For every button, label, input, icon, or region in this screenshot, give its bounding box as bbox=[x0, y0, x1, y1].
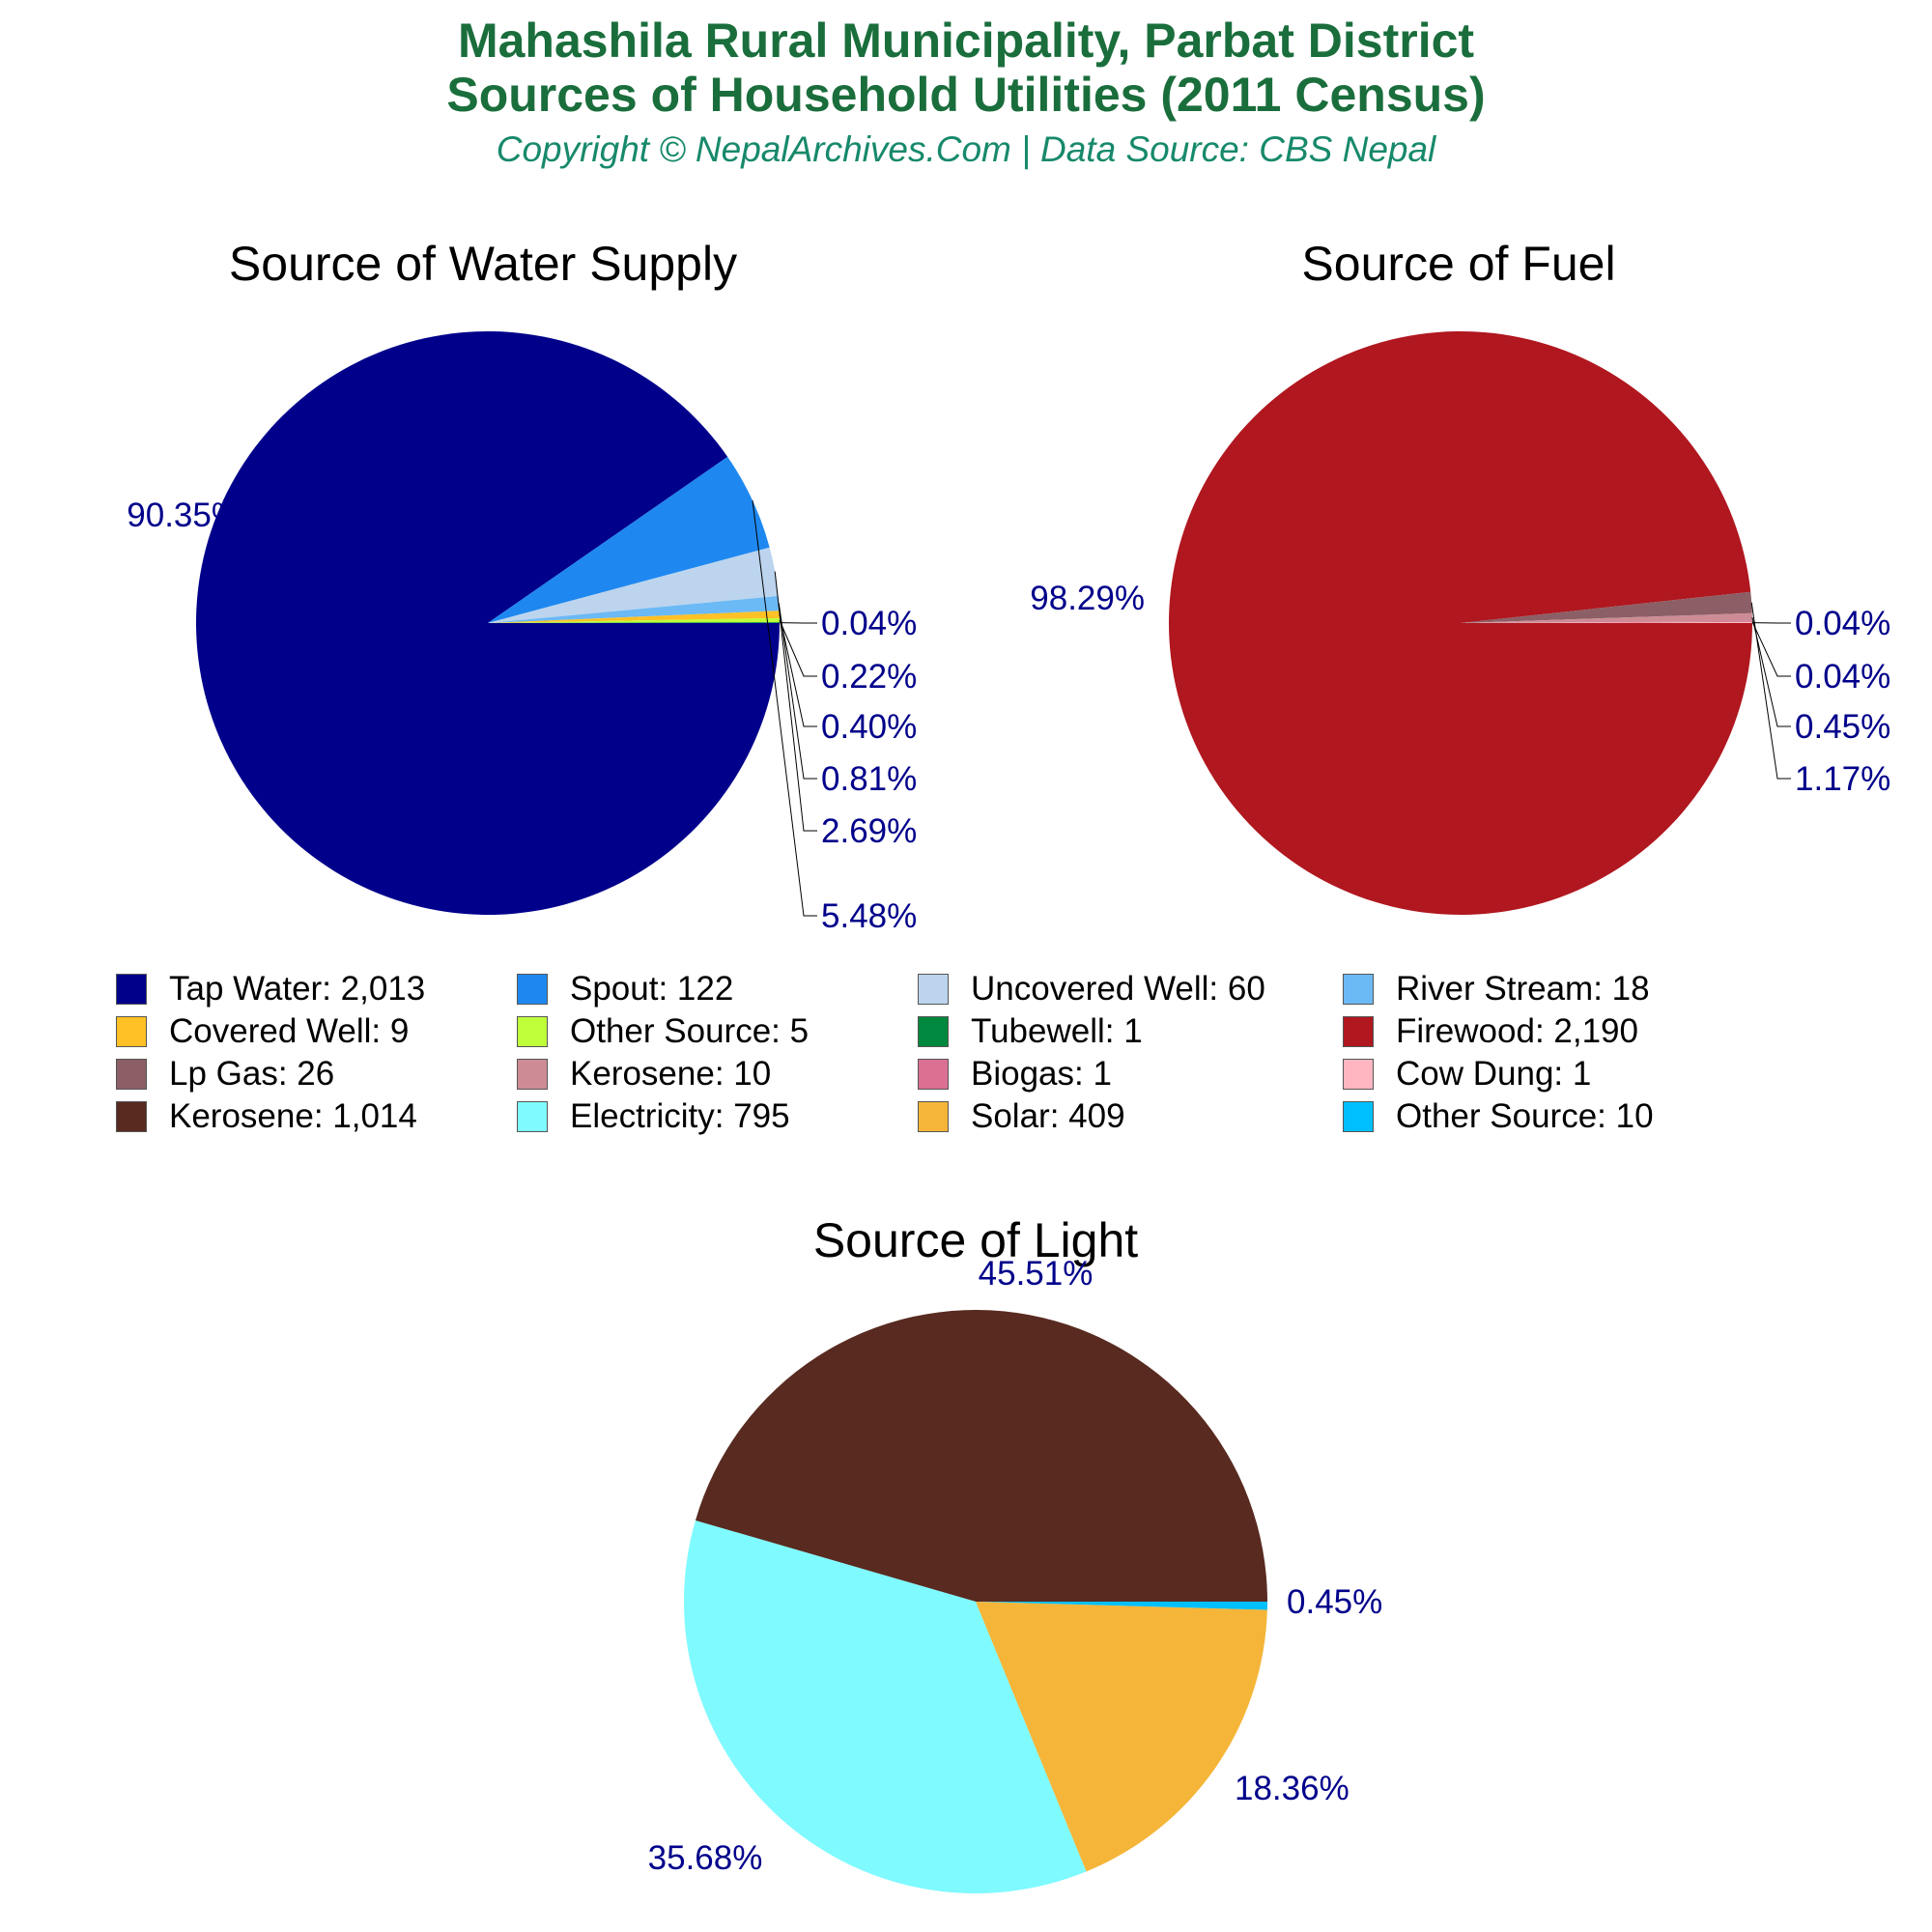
water-pct-label-5: 0.22% bbox=[821, 658, 917, 696]
legend-label: Uncovered Well: 60 bbox=[971, 970, 1265, 1008]
legend-label: Electricity: 795 bbox=[570, 1097, 790, 1135]
legend-swatch bbox=[517, 1101, 548, 1132]
legend-item: Cow Dung: 1 bbox=[1343, 1053, 1591, 1095]
legend-item: Tap Water: 2,013 bbox=[116, 968, 425, 1010]
legend-item: Kerosene: 1,014 bbox=[116, 1095, 417, 1138]
legend-item: Spout: 122 bbox=[517, 968, 733, 1010]
legend-swatch bbox=[116, 1059, 147, 1090]
legend-label: Tubewell: 1 bbox=[971, 1012, 1143, 1050]
legend-item: Uncovered Well: 60 bbox=[918, 968, 1265, 1010]
legend-label: Cow Dung: 1 bbox=[1396, 1055, 1592, 1093]
water-pct-label-4: 0.40% bbox=[821, 708, 917, 746]
legend-swatch bbox=[918, 1016, 949, 1047]
legend-swatch bbox=[1343, 974, 1374, 1005]
legend-item: Other Source: 10 bbox=[1343, 1095, 1654, 1138]
light-pct-label-2: 18.36% bbox=[1235, 1770, 1350, 1807]
legend-swatch bbox=[116, 974, 147, 1005]
legend-item: Kerosene: 10 bbox=[517, 1053, 771, 1095]
fuel-pct-label-2: 0.45% bbox=[1795, 708, 1890, 746]
title-line-1: Mahashila Rural Municipality, Parbat Dis… bbox=[457, 14, 1475, 68]
legend-item: Tubewell: 1 bbox=[918, 1010, 1143, 1053]
main-title: Mahashila Rural Municipality, Parbat Dis… bbox=[0, 14, 1932, 122]
legend-item: Electricity: 795 bbox=[517, 1095, 790, 1138]
legend-item: Biogas: 1 bbox=[918, 1053, 1112, 1095]
legend-swatch bbox=[517, 974, 548, 1005]
legend-label: Other Source: 10 bbox=[1396, 1097, 1654, 1135]
water-pct-label-0: 90.35% bbox=[127, 497, 242, 534]
water-slice-6 bbox=[488, 622, 781, 623]
legend-label: Kerosene: 10 bbox=[570, 1055, 772, 1093]
legend-swatch bbox=[918, 974, 949, 1005]
water-leader-line-2 bbox=[774, 571, 817, 832]
light-slice-3 bbox=[976, 1602, 1267, 1610]
fuel-slice-4 bbox=[1461, 622, 1753, 623]
legend-label: Other Source: 5 bbox=[570, 1012, 810, 1050]
legend-item: Firewood: 2,190 bbox=[1343, 1010, 1638, 1053]
legend-swatch bbox=[1343, 1101, 1374, 1132]
subtitle: Copyright © NepalArchives.Com | Data Sou… bbox=[496, 129, 1436, 169]
fuel-slice-1 bbox=[1461, 591, 1752, 623]
legend-label: Tap Water: 2,013 bbox=[169, 970, 426, 1008]
water-leader-line-4 bbox=[779, 613, 817, 727]
legend-label: Firewood: 2,190 bbox=[1396, 1012, 1638, 1050]
water-pct-label-3: 0.81% bbox=[821, 760, 917, 798]
legend-item: Other Source: 5 bbox=[517, 1010, 809, 1053]
fuel-leader-line-2 bbox=[1751, 616, 1791, 727]
legend-swatch bbox=[1343, 1059, 1374, 1090]
legend-swatch bbox=[116, 1101, 147, 1132]
title-line-2: Sources of Household Utilities (2011 Cen… bbox=[446, 68, 1486, 122]
legend-label: Solar: 409 bbox=[971, 1097, 1125, 1135]
fuel-pct-label-4: 0.04% bbox=[1795, 605, 1890, 642]
fuel-slice-2 bbox=[1461, 612, 1752, 623]
legend-swatch bbox=[517, 1016, 548, 1047]
legend-swatch bbox=[918, 1059, 949, 1090]
legend-label: Covered Well: 9 bbox=[169, 1012, 410, 1050]
legend-item: Covered Well: 9 bbox=[116, 1010, 409, 1053]
fuel-pct-label-3: 0.04% bbox=[1795, 658, 1890, 696]
light-slice-1 bbox=[683, 1520, 1087, 1894]
water-leader-line-3 bbox=[778, 603, 817, 780]
water-slice-2 bbox=[488, 547, 779, 623]
legend-label: Lp Gas: 26 bbox=[169, 1055, 335, 1093]
fuel-leader-line-1 bbox=[1750, 602, 1791, 780]
water-slice-3 bbox=[488, 595, 780, 623]
legend-label: Biogas: 1 bbox=[971, 1055, 1112, 1093]
water-pie-title: Source of Water Supply bbox=[228, 237, 738, 291]
water-pct-label-6: 0.04% bbox=[821, 605, 917, 642]
legend-item: River Stream: 18 bbox=[1343, 968, 1650, 1010]
water-slice-5 bbox=[488, 617, 780, 623]
legend-swatch bbox=[1343, 1016, 1374, 1047]
water-slice-0 bbox=[195, 331, 781, 916]
water-leader-line-1 bbox=[752, 499, 817, 917]
legend-label: River Stream: 18 bbox=[1396, 970, 1650, 1008]
legend-item: Solar: 409 bbox=[918, 1095, 1125, 1138]
light-slice-2 bbox=[976, 1602, 1267, 1872]
legend-swatch bbox=[116, 1016, 147, 1047]
legend-label: Kerosene: 1,014 bbox=[169, 1097, 417, 1135]
water-slice-1 bbox=[488, 456, 770, 623]
legend-item: Lp Gas: 26 bbox=[116, 1053, 334, 1095]
fuel-leader-line-3 bbox=[1751, 621, 1791, 677]
fuel-slice-0 bbox=[1168, 330, 1752, 915]
light-slice-0 bbox=[695, 1310, 1267, 1602]
fuel-pct-label-1: 1.17% bbox=[1795, 760, 1890, 798]
fuel-pie-title: Source of Fuel bbox=[1301, 237, 1616, 291]
water-pct-label-2: 2.69% bbox=[821, 812, 917, 850]
water-slice-4 bbox=[488, 611, 780, 623]
fuel-pct-label-0: 98.29% bbox=[1030, 580, 1145, 617]
water-pct-label-1: 5.48% bbox=[821, 897, 917, 935]
light-pie-title: Source of Light bbox=[812, 1213, 1139, 1267]
legend-swatch bbox=[517, 1059, 548, 1090]
light-pct-label-3: 0.45% bbox=[1287, 1583, 1382, 1621]
legend-label: Spout: 122 bbox=[570, 970, 734, 1008]
light-pct-label-1: 35.68% bbox=[648, 1839, 763, 1877]
light-pct-label-0: 45.51% bbox=[979, 1255, 1094, 1293]
water-leader-line-5 bbox=[779, 619, 817, 677]
legend-swatch bbox=[918, 1101, 949, 1132]
fuel-slice-3 bbox=[1461, 621, 1753, 623]
